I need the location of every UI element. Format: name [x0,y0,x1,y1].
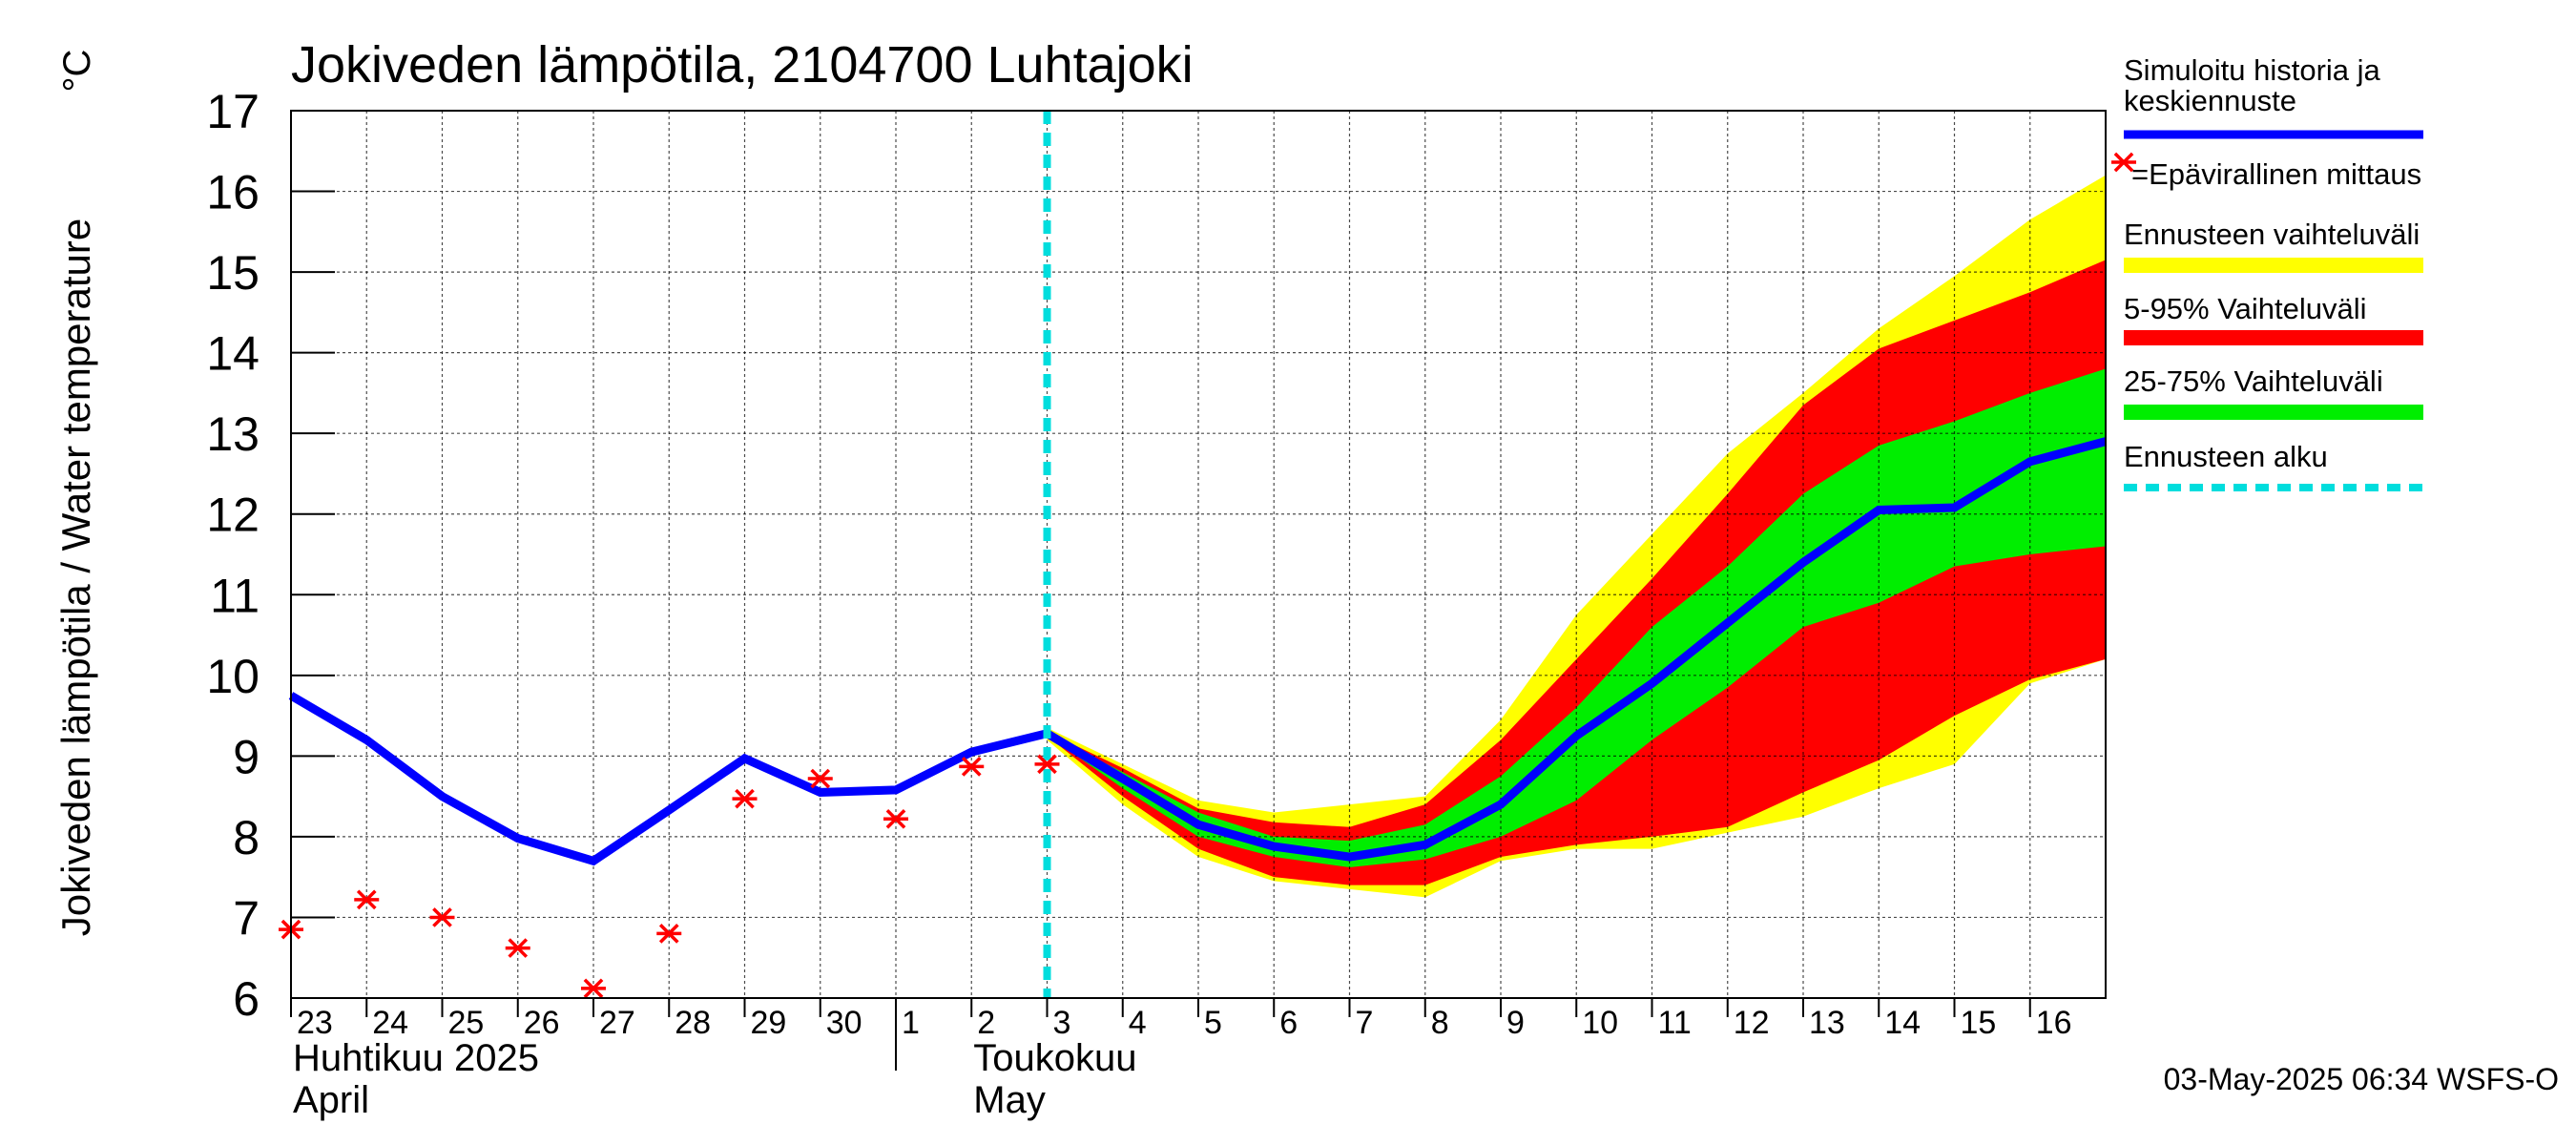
legend-symbol-obs [2111,152,2136,173]
x-tick-label: 11 [1658,1005,1692,1041]
y-tick-label: 10 [206,650,260,703]
x-tick-label: 25 [448,1005,485,1041]
y-tick-label: 9 [233,730,260,783]
asterisk-stroke [885,808,906,829]
x-tick-label: 30 [826,1005,862,1041]
y-tick-label: 12 [206,489,260,542]
y-tick-label: 11 [210,569,260,622]
observation-point [505,938,530,958]
series-line-simulated [288,437,2108,866]
y-axis-label: Jokiveden lämpötila / Water temperature [53,219,98,936]
asterisk-stroke [810,768,831,789]
observation-point [354,889,380,910]
month-label: Toukokuu [973,1037,1136,1079]
timestamp-footer: 03-May-2025 06:34 WSFS-O [2164,1062,2559,1096]
x-tick-label: 3 [1053,1005,1071,1041]
asterisk-stroke [432,907,452,927]
observation-point [883,808,908,829]
month-label-en: April [293,1079,369,1121]
y-axis-unit: °C [56,50,98,93]
asterisk-stroke [658,924,679,944]
y-tick-label: 16 [206,166,260,219]
month-label: Huhtikuu 2025 [293,1037,539,1079]
legend-symbol-p5_95 [2124,330,2423,345]
series-lines [279,111,2108,999]
asterisk-stroke [961,757,982,777]
x-tick-label: 6 [1279,1005,1298,1041]
legend-label-p25_75: 25-75% Vaihteluväli [2124,364,2383,398]
x-tick-label: 27 [599,1005,635,1041]
asterisk-stroke [356,889,377,910]
observation-point [581,978,606,999]
band-1 [1047,260,2106,885]
y-tick-label: 15 [206,246,260,300]
x-tick-label: 29 [751,1005,787,1041]
observation-point [656,924,682,944]
asterisk-stroke [583,978,604,999]
observation-point [807,768,833,789]
asterisk-stroke [1037,754,1057,775]
band-2 [1047,368,2106,868]
y-tick-label: 7 [233,891,260,945]
x-tick-label: 4 [1129,1005,1147,1041]
chart-title: Jokiveden lämpötila, 2104700 Luhtajoki [291,36,1194,94]
asterisk-stroke [508,938,529,958]
legend-label-history: Simuloitu historia ja [2124,53,2381,87]
grid [291,111,2106,998]
legend-label-obs: =Epävirallinen mittaus [2131,157,2421,191]
x-tick-label: 15 [1961,1005,1997,1041]
legend-label-start: Ennusteen alku [2124,440,2328,473]
x-tick-label: 16 [2036,1005,2072,1041]
asterisk-stroke [2113,152,2134,173]
x-tick-label: 8 [1431,1005,1449,1041]
x-tick-label: 2 [977,1005,995,1041]
x-tick-label: 28 [675,1005,711,1041]
month-label-en: May [973,1079,1046,1121]
y-tick-label: 14 [206,327,260,381]
legend-label-range: Ennusteen vaihteluväli [2124,218,2420,251]
legend-label-p5_95: 5-95% Vaihteluväli [2124,292,2366,325]
legend-label-history: keskiennuste [2124,84,2296,117]
observation-point [429,907,455,927]
y-tick-label: 13 [206,407,260,461]
x-tick-label: 12 [1734,1005,1770,1041]
x-tick-label: 24 [372,1005,408,1041]
observation-point [959,757,985,777]
x-tick-label: 7 [1356,1005,1374,1041]
x-tick-label: 23 [297,1005,333,1041]
y-tick-label: 17 [206,85,260,138]
forecast-bands [1047,175,2106,898]
x-tick-label: 1 [902,1005,920,1041]
y-tick-label: 8 [233,811,260,864]
y-tick-label: 6 [233,972,260,1026]
observation-point [732,788,758,809]
legend-symbol-range [2124,258,2423,273]
x-tick-label: 13 [1809,1005,1845,1041]
x-tick-label: 5 [1204,1005,1222,1041]
x-tick-label: 10 [1582,1005,1618,1041]
x-tick-label: 9 [1506,1005,1525,1041]
legend-symbol-p25_75 [2124,405,2423,420]
x-tick-label: 26 [524,1005,560,1041]
asterisk-stroke [735,788,755,809]
observation-point [1034,754,1060,775]
x-tick-label: 14 [1884,1005,1921,1041]
